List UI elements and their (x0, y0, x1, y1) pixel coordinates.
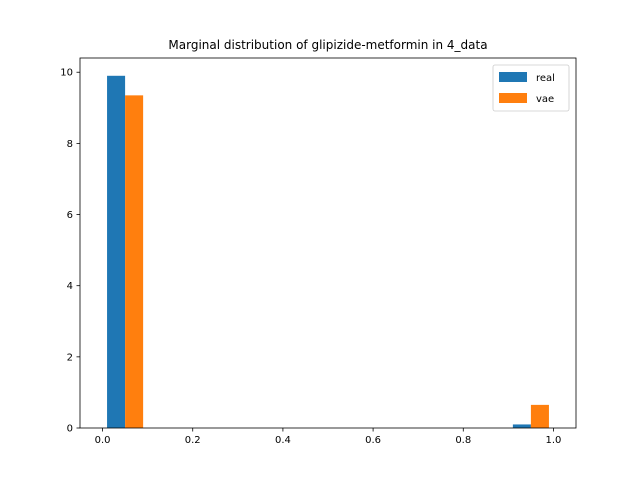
legend-swatch-real (499, 72, 527, 82)
chart-title: Marginal distribution of glipizide-metfo… (168, 38, 487, 52)
legend: real vae (492, 64, 570, 112)
y-tick-label-3: 6 (67, 210, 73, 221)
plot-frame (79, 57, 577, 429)
y-tick-label-4: 8 (67, 139, 73, 150)
bar-vae-bin-0 (125, 95, 144, 428)
bar-vae-bin-9 (530, 404, 549, 428)
x-tick-label-5: 1.0 (546, 435, 562, 446)
bar-real-bin-9 (512, 424, 531, 428)
legend-box (492, 64, 570, 112)
bars-layer (107, 75, 549, 429)
bar-real-bin-0 (107, 75, 126, 429)
y-tick-label-1: 2 (67, 352, 73, 363)
axes-layer: 0.0 0.2 0.4 0.6 0.8 1.0 0 2 4 6 8 10 (60, 57, 577, 446)
legend-label-vae: vae (536, 94, 554, 105)
x-tick-label-0: 0.0 (95, 435, 111, 446)
x-tick-label-1: 0.2 (185, 435, 201, 446)
x-tick-label-4: 0.8 (455, 435, 471, 446)
x-tick-label-3: 0.6 (365, 435, 381, 446)
y-tick-label-5: 10 (60, 68, 73, 79)
legend-label-real: real (536, 73, 555, 84)
y-tick-label-2: 4 (67, 281, 73, 292)
x-tick-label-2: 0.4 (275, 435, 291, 446)
legend-swatch-vae (499, 93, 527, 103)
y-tick-label-0: 0 (67, 424, 73, 435)
